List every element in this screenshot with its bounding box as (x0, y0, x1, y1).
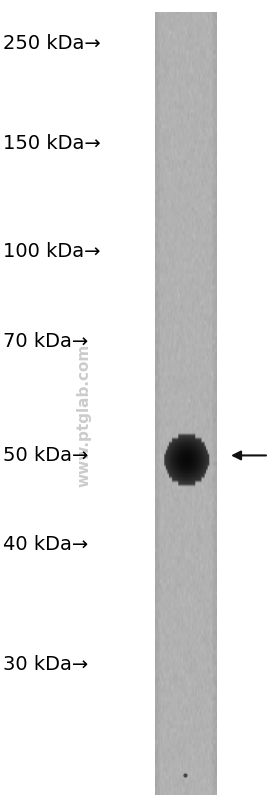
Text: 150 kDa→: 150 kDa→ (3, 134, 101, 153)
Text: 50 kDa→: 50 kDa→ (3, 446, 88, 465)
Text: 30 kDa→: 30 kDa→ (3, 655, 88, 674)
Text: 40 kDa→: 40 kDa→ (3, 535, 88, 555)
Text: 70 kDa→: 70 kDa→ (3, 332, 88, 351)
Text: 250 kDa→: 250 kDa→ (3, 34, 101, 54)
Text: www.ptglab.com: www.ptglab.com (76, 344, 92, 487)
Text: 100 kDa→: 100 kDa→ (3, 242, 100, 261)
